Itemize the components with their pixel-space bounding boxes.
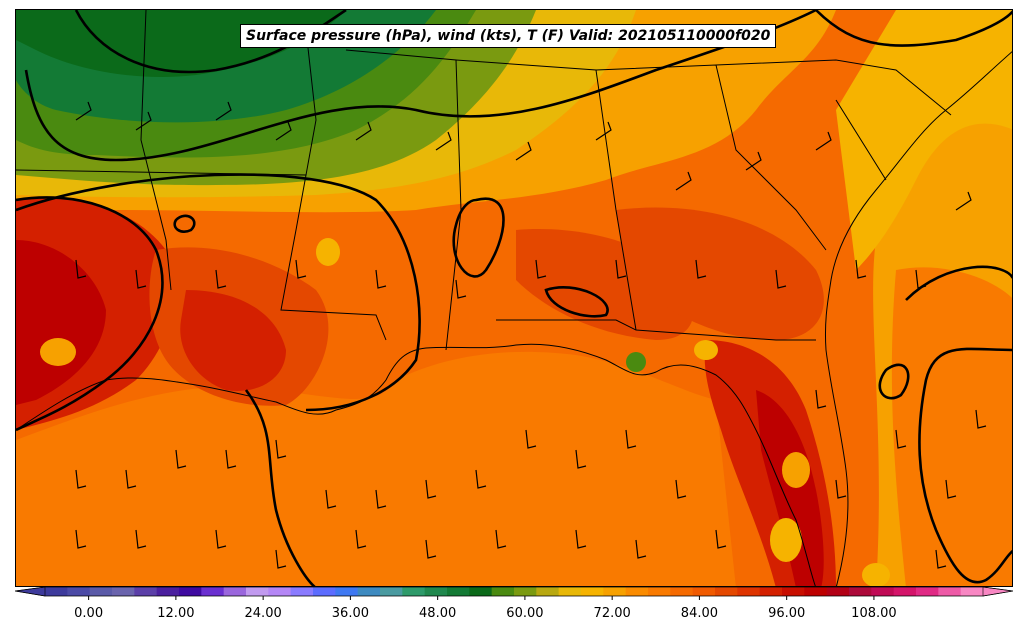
colorbar-cell <box>938 587 962 596</box>
colorbar-cell <box>692 587 716 596</box>
colorbar-cell <box>491 587 515 596</box>
colorbar-cell <box>893 587 917 596</box>
colorbar-cells <box>45 587 984 596</box>
colorbar-tick-label: 36.00 <box>331 606 369 621</box>
wind-barbs <box>75 101 987 569</box>
colorbar-cell <box>670 587 694 596</box>
colorbar-cell <box>558 587 582 596</box>
colorbar-tick-label: 0.00 <box>74 606 104 621</box>
colorbar-cell <box>916 587 939 596</box>
colorbar-cell <box>826 587 850 596</box>
colorbar-cell <box>134 587 158 596</box>
colorbar-cell <box>402 587 426 596</box>
colorbar-cell <box>648 587 671 596</box>
colorbar-cell <box>67 587 91 596</box>
colorbar-tick-label: 48.00 <box>419 606 457 621</box>
colorbar-cell <box>737 587 761 596</box>
colorbar-cell <box>45 587 68 596</box>
colorbar-tick-label: 24.00 <box>244 606 282 621</box>
colorbar-cell <box>223 587 247 596</box>
colorbar <box>15 587 1013 600</box>
colorbar-cell <box>603 587 627 596</box>
colorbar-cell <box>759 587 783 596</box>
colorbar-tick-label: 72.00 <box>593 606 631 621</box>
colorbar-cell <box>89 587 113 596</box>
colorbar-cell <box>380 587 403 596</box>
colorbar-cell <box>536 587 560 596</box>
map-title: Surface pressure (hPa), wind (kts), T (F… <box>240 24 777 48</box>
map-panel[interactable]: Surface pressure (hPa), wind (kts), T (F… <box>15 9 1013 587</box>
colorbar-cell <box>290 587 314 596</box>
colorbar-cell <box>246 587 269 596</box>
colorbar-cell <box>871 587 895 596</box>
colorbar-tick-label: 96.00 <box>768 606 806 621</box>
colorbar-cell <box>960 587 984 596</box>
colorbar-outline <box>15 587 1013 597</box>
colorbar-cell <box>156 587 180 596</box>
colorbar-cell <box>424 587 448 596</box>
colorbar-cell <box>514 587 537 596</box>
coastline-borders <box>16 10 1012 586</box>
colorbar-cell <box>335 587 359 596</box>
colorbar-cell <box>581 587 604 596</box>
colorbar-cell <box>357 587 381 596</box>
colorbar-tick-label: 12.00 <box>157 606 195 621</box>
colorbar-cell <box>201 587 225 596</box>
colorbar-tick-label: 108.00 <box>851 606 897 621</box>
colorbar-cell <box>179 587 202 596</box>
temperature-map <box>16 10 1012 586</box>
colorbar-cell <box>268 587 292 596</box>
colorbar-cell <box>715 587 738 596</box>
colorbar-tick-label: 84.00 <box>680 606 719 621</box>
colorbar-cell <box>804 587 828 596</box>
colorbar-tick-label: 60.00 <box>506 606 544 621</box>
colorbar-cell <box>469 587 493 596</box>
colorbar-cell <box>313 587 336 596</box>
colorbar-cell <box>112 587 135 596</box>
colorbar-cell <box>849 587 872 596</box>
colorbar-cell <box>625 587 649 596</box>
colorbar-cell <box>782 587 805 596</box>
colorbar-cell <box>447 587 470 596</box>
temperature-fill <box>16 10 1012 586</box>
